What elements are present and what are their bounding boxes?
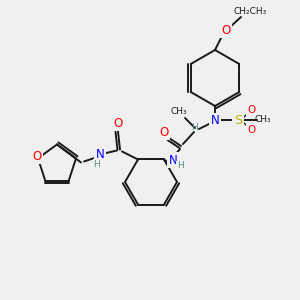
Text: S: S [234, 113, 242, 127]
Text: O: O [159, 125, 169, 139]
Text: N: N [169, 154, 177, 166]
Text: N: N [96, 148, 104, 161]
Text: CH₃: CH₃ [255, 116, 271, 124]
Text: O: O [32, 150, 42, 163]
Text: H: H [94, 160, 100, 169]
Text: O: O [247, 125, 255, 135]
Text: O: O [247, 105, 255, 115]
Text: N: N [211, 115, 219, 128]
Text: H: H [192, 122, 198, 131]
Text: O: O [113, 117, 123, 130]
Text: CH₂CH₃: CH₂CH₃ [233, 7, 267, 16]
Text: CH₃: CH₃ [171, 107, 187, 116]
Text: O: O [221, 23, 231, 37]
Text: H: H [177, 161, 183, 170]
